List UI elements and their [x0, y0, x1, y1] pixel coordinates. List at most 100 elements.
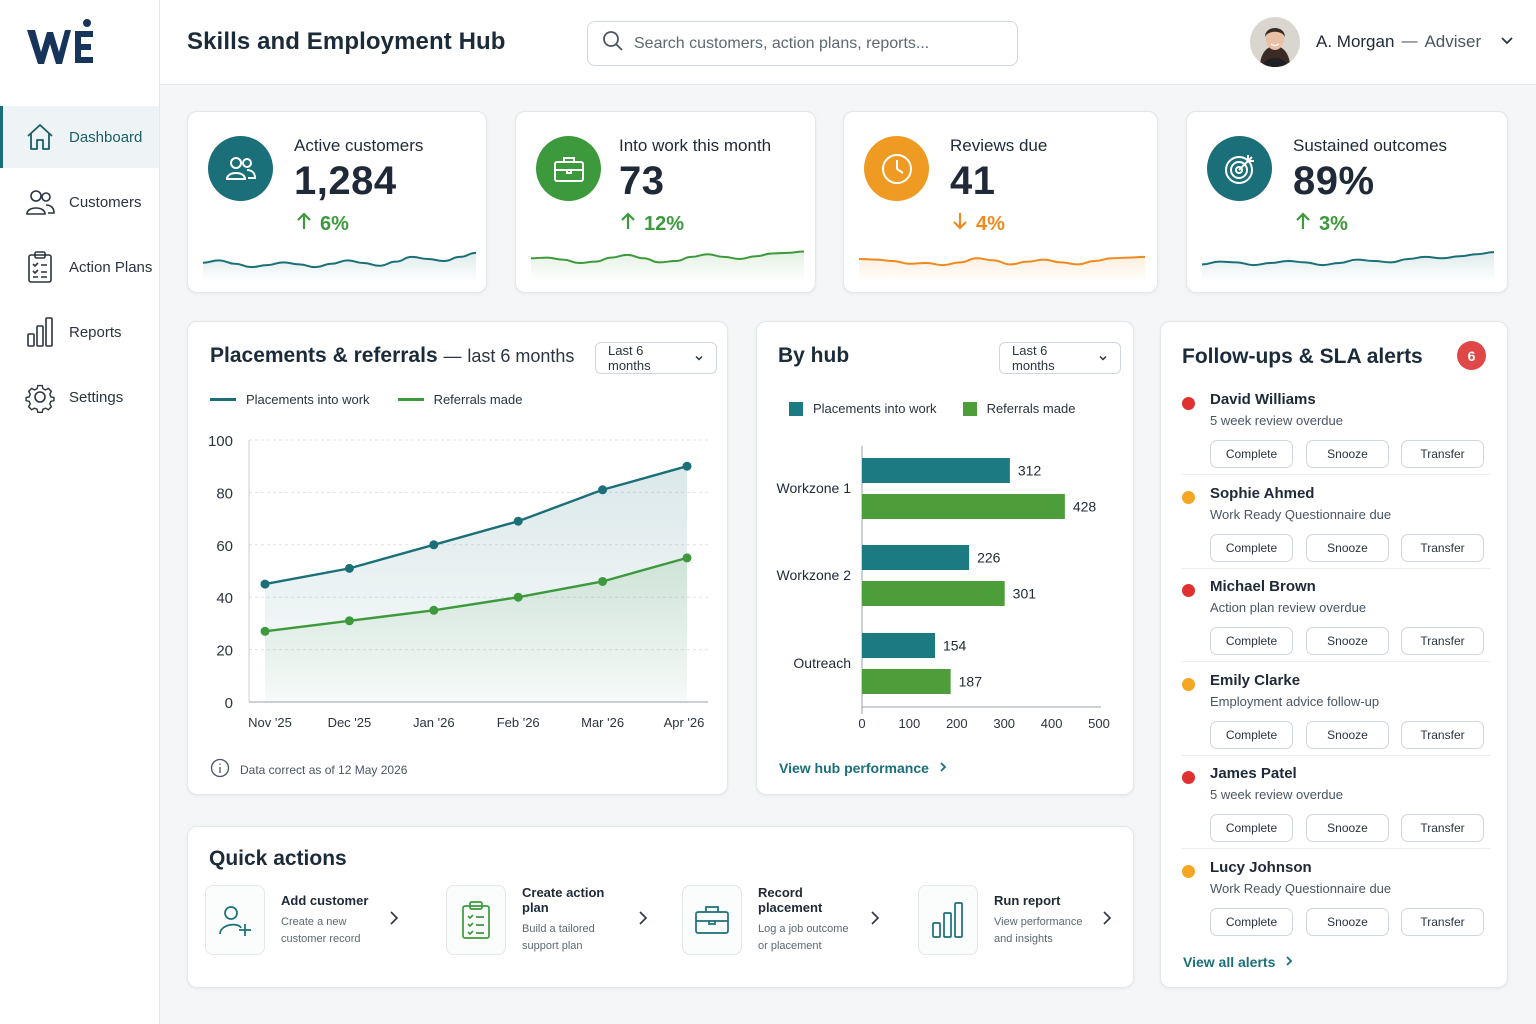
- transfer-button[interactable]: Transfer: [1401, 440, 1484, 468]
- x-tick-label: Feb '26: [497, 715, 540, 730]
- data-point[interactable]: [598, 485, 608, 495]
- bar[interactable]: [862, 669, 951, 694]
- bar-value-label: 226: [977, 550, 1001, 566]
- quick-action-title: Run report: [994, 892, 1061, 908]
- transfer-button[interactable]: Transfer: [1401, 814, 1484, 842]
- x-tick-label: 0: [858, 716, 865, 731]
- view-all-alerts-link[interactable]: View all alerts: [1183, 954, 1293, 970]
- transfer-button[interactable]: Transfer: [1401, 627, 1484, 655]
- alert-customer-name[interactable]: Sophie Ahmed: [1210, 484, 1315, 502]
- hub-chart-card: By hub Last 6 months Placements into wor…: [756, 321, 1134, 795]
- y-tick-label: 80: [216, 485, 233, 502]
- data-point[interactable]: [344, 563, 354, 573]
- quick-action-title: Add customer: [281, 892, 369, 908]
- period-dropdown[interactable]: Last 6 months: [595, 342, 717, 374]
- legend-label: Placements into work: [246, 392, 370, 407]
- data-point[interactable]: [598, 576, 608, 586]
- kpi-card-active-customers[interactable]: Active customers 1,284 6%: [187, 111, 487, 293]
- user-menu[interactable]: A. Morgan — Adviser: [1250, 17, 1515, 67]
- bar[interactable]: [862, 633, 935, 658]
- sidebar-item-dashboard[interactable]: Dashboard: [0, 106, 159, 168]
- quick-action-record-placement[interactable]: Record placement Log a job outcome or pl…: [682, 884, 880, 956]
- quick-action-add-customer[interactable]: Add customer Create a new customer recor…: [205, 884, 399, 956]
- snooze-button[interactable]: Snooze: [1306, 907, 1389, 936]
- data-point[interactable]: [429, 540, 439, 550]
- bar-chart: Workzone 1 312 428 Workzone 2 226 301 Outreach…: [777, 446, 1110, 731]
- kpi-card-reviews-due[interactable]: Reviews due 41 4%: [843, 111, 1158, 293]
- bar[interactable]: [862, 581, 1005, 606]
- kpi-delta: 6%: [296, 212, 349, 236]
- view-hub-performance-link[interactable]: View hub performance: [779, 760, 947, 776]
- line-chart: 100 80 60 40 20 0 Nov '25 Dec '25 Jan '26 Feb '26…: [208, 433, 708, 730]
- chevron-right-icon: [1275, 954, 1293, 970]
- transfer-button[interactable]: Transfer: [1401, 907, 1484, 936]
- alert-customer-name[interactable]: Michael Brown: [1210, 578, 1316, 595]
- transfer-button[interactable]: Transfer: [1401, 533, 1484, 562]
- bar[interactable]: [862, 494, 1065, 519]
- x-tick-label: Dec '25: [328, 715, 372, 730]
- sidebar-item-action-plans[interactable]: Action Plans: [0, 236, 159, 298]
- kpi-label: Active customers: [294, 136, 424, 155]
- data-point[interactable]: [513, 592, 523, 602]
- kpi-delta-value: 3%: [1319, 212, 1348, 235]
- alert-customer-name[interactable]: David Williams: [1210, 391, 1316, 408]
- sidebar-item-label: Reports: [69, 323, 122, 341]
- series-line: [264, 556, 688, 633]
- avatar[interactable]: [1250, 17, 1300, 67]
- data-point[interactable]: [429, 605, 439, 615]
- kpi-card-into-work[interactable]: Into work this month 73 12%: [515, 111, 816, 293]
- quick-action-run-report[interactable]: Run report View performance and insights: [918, 884, 1112, 956]
- bar[interactable]: [862, 545, 970, 570]
- data-point[interactable]: [682, 461, 692, 471]
- period-dropdown[interactable]: Last 6 months: [999, 342, 1121, 374]
- card-title: Placements & referrals — last 6 months: [210, 344, 574, 368]
- data-point[interactable]: [513, 516, 523, 526]
- alert-customer-name[interactable]: Lucy Johnson: [1210, 858, 1312, 876]
- quick-action-desc: support plan: [522, 940, 583, 952]
- complete-button[interactable]: Complete: [1210, 440, 1293, 468]
- x-tick-label: 500: [1088, 716, 1110, 731]
- snooze-button[interactable]: Snooze: [1306, 720, 1389, 749]
- snooze-button[interactable]: Snooze: [1306, 440, 1389, 468]
- transfer-button[interactable]: Transfer: [1401, 720, 1484, 749]
- sidebar-item-label: Action Plans: [69, 258, 153, 276]
- complete-button[interactable]: Complete: [1210, 720, 1293, 749]
- complete-button[interactable]: Complete: [1210, 533, 1293, 562]
- y-tick-label: 100: [208, 433, 233, 450]
- snooze-button[interactable]: Snooze: [1306, 533, 1389, 562]
- category-label: Outreach: [793, 655, 851, 671]
- search-input[interactable]: [634, 34, 994, 53]
- complete-button[interactable]: Complete: [1210, 907, 1293, 936]
- alert-customer-name[interactable]: James Patel: [1210, 765, 1297, 782]
- complete-button[interactable]: Complete: [1210, 627, 1293, 655]
- sidebar-item-customers[interactable]: Customers: [0, 171, 159, 233]
- data-point[interactable]: [260, 579, 270, 589]
- legend-swatch: [962, 401, 977, 416]
- sidebar-item-settings[interactable]: Settings: [0, 366, 159, 428]
- users-icon: [24, 186, 56, 218]
- alert-description: Action plan review overdue: [1210, 600, 1367, 615]
- x-tick-label: Apr '26: [664, 715, 705, 730]
- chevron-down-icon[interactable]: [1499, 32, 1515, 53]
- sidebar-item-reports[interactable]: Reports: [0, 301, 159, 363]
- kpi-card-sustained-outcomes[interactable]: Sustained outcomes 89% 3%: [1186, 111, 1508, 293]
- complete-button[interactable]: Complete: [1210, 814, 1293, 842]
- kpi-label: Into work this month: [619, 136, 772, 155]
- data-point[interactable]: [260, 626, 270, 636]
- kpi-sparkline: [530, 250, 805, 282]
- brand-logo[interactable]: [26, 18, 96, 68]
- data-point[interactable]: [682, 553, 692, 563]
- search-box[interactable]: [587, 21, 1018, 66]
- quick-action-create-action-plan[interactable]: Create action plan Build a tailored supp…: [446, 884, 648, 956]
- bar[interactable]: [862, 458, 1010, 483]
- snooze-button[interactable]: Snooze: [1306, 814, 1389, 842]
- alert-item: James Patel 5 week review overdue Complete…: [1181, 762, 1491, 849]
- alert-customer-name[interactable]: Emily Clarke: [1210, 671, 1301, 689]
- snooze-button[interactable]: Snooze: [1306, 627, 1389, 655]
- legend-swatch: [397, 398, 424, 401]
- sparkline-area: [859, 256, 1145, 282]
- quick-action-desc: or placement: [758, 940, 822, 952]
- data-point[interactable]: [344, 616, 354, 626]
- sidebar: Dashboard Customers Action Plans Reports…: [0, 0, 160, 1024]
- bar-value-label: 301: [1013, 586, 1037, 602]
